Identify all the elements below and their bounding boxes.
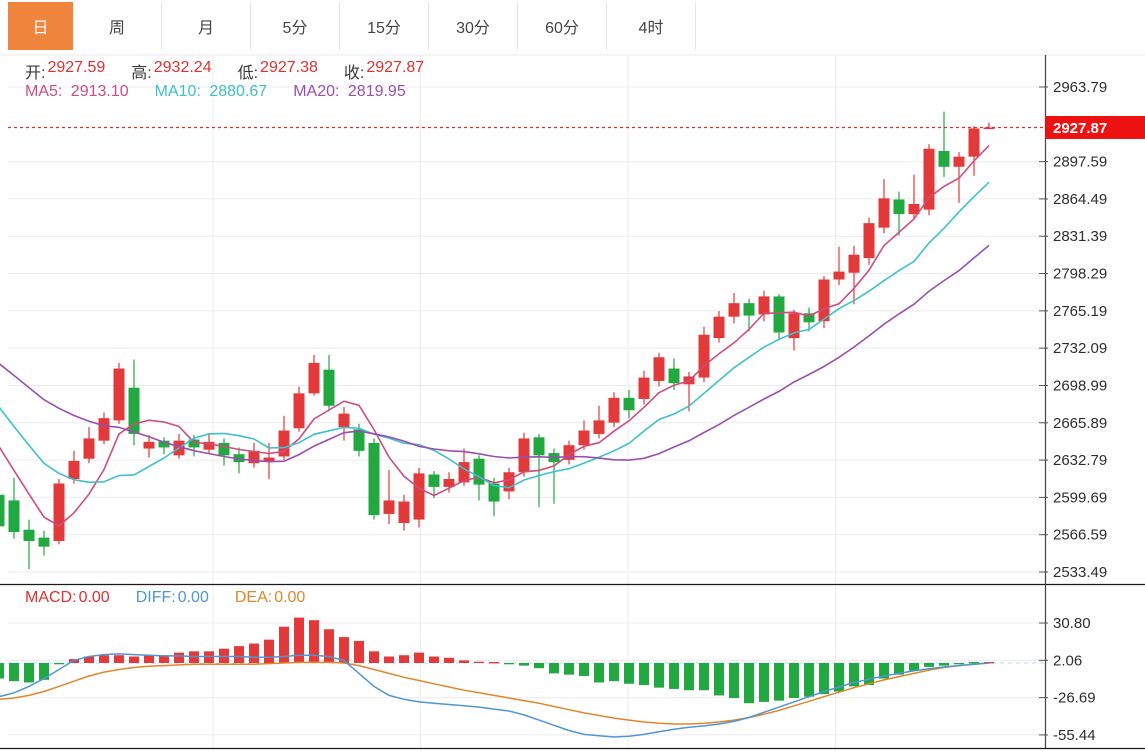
ma10-value: 2880.67 xyxy=(209,83,268,100)
low-readout: 低: 2927.38 xyxy=(238,59,318,83)
tab-15min[interactable]: 15分 xyxy=(340,2,429,50)
svg-text:2599.69: 2599.69 xyxy=(1053,489,1107,506)
close-value: 2927.87 xyxy=(366,59,425,76)
open-readout: 开: 2927.59 xyxy=(25,59,105,83)
ohlc-info-bar: 开: 2927.59 高: 2932.24 低: 2927.38 收: 2927… xyxy=(25,59,424,83)
macd-label: MACD: xyxy=(25,589,77,606)
tab-month[interactable]: 月 xyxy=(162,2,251,50)
high-value: 2932.24 xyxy=(153,59,212,76)
ma10-line xyxy=(0,181,990,489)
high-readout: 高: 2932.24 xyxy=(131,59,211,83)
interval-tabbar: 日 周 月 5分 15分 30分 60分 4时 xyxy=(8,2,696,50)
svg-text:2533.49: 2533.49 xyxy=(1053,564,1107,581)
ma5-value: 2913.10 xyxy=(70,83,129,100)
last-price-tag: 2927.87 xyxy=(8,115,1145,139)
svg-text:2963.79: 2963.79 xyxy=(1053,79,1107,96)
ma20-readout: MA20: 2819.95 xyxy=(293,83,406,101)
svg-text:2798.29: 2798.29 xyxy=(1053,266,1107,283)
svg-text:2665.89: 2665.89 xyxy=(1053,415,1107,432)
svg-text:2927.87: 2927.87 xyxy=(1053,120,1107,137)
tab-30min[interactable]: 30分 xyxy=(429,2,518,50)
tab-4hour[interactable]: 4时 xyxy=(607,2,696,50)
dea-value: 0.00 xyxy=(274,589,306,606)
close-label: 收: xyxy=(343,65,365,82)
tab-week[interactable]: 周 xyxy=(73,2,162,50)
svg-text:-26.69: -26.69 xyxy=(1053,690,1096,707)
ma5-line xyxy=(0,145,990,527)
ma5-label: MA5: xyxy=(25,83,63,100)
open-label: 开: xyxy=(25,65,46,82)
svg-text:2566.59: 2566.59 xyxy=(1053,527,1107,544)
macd-info-bar: MACD: 0.00 DIFF: 0.00 DEA: 0.00 xyxy=(25,589,305,607)
svg-text:30.80: 30.80 xyxy=(1053,615,1091,632)
svg-text:2632.79: 2632.79 xyxy=(1053,452,1107,469)
svg-text:2831.39: 2831.39 xyxy=(1053,228,1107,245)
high-label: 高: xyxy=(131,65,152,82)
candlestick-layer xyxy=(0,111,995,570)
low-label: 低: xyxy=(237,65,259,82)
open-value: 2927.59 xyxy=(47,59,106,76)
tab-60min[interactable]: 60分 xyxy=(518,2,607,50)
grid-layer: 2963.79 2897.59 2864.49 2831.39 2798.29 2765.… xyxy=(0,54,1145,750)
svg-text:2698.99: 2698.99 xyxy=(1053,377,1107,394)
ma20-line xyxy=(0,244,990,463)
diff-value: 0.00 xyxy=(177,589,209,606)
macd-layer xyxy=(0,617,1045,738)
ma5-readout: MA5: 2913.10 xyxy=(25,83,129,101)
ma10-label: MA10: xyxy=(154,83,201,100)
ma10-readout: MA10: 2880.67 xyxy=(155,83,268,101)
svg-text:-55.44: -55.44 xyxy=(1053,727,1096,744)
svg-text:2765.19: 2765.19 xyxy=(1053,303,1107,320)
ma-info-bar: MA5: 2913.10 MA10: 2880.67 MA20: 2819.95 xyxy=(25,83,406,101)
svg-text:2897.59: 2897.59 xyxy=(1053,154,1107,171)
svg-text:2.06: 2.06 xyxy=(1053,652,1082,669)
ma20-label: MA20: xyxy=(293,83,340,100)
svg-text:2732.09: 2732.09 xyxy=(1053,340,1107,357)
diff-readout: DIFF: 0.00 xyxy=(136,589,209,607)
macd-readout: MACD: 0.00 xyxy=(25,589,110,607)
tab-5min[interactable]: 5分 xyxy=(251,2,340,50)
dea-readout: DEA: 0.00 xyxy=(235,589,305,607)
ma20-value: 2819.95 xyxy=(347,83,406,100)
close-readout: 收: 2927.87 xyxy=(344,59,424,83)
low-value: 2927.38 xyxy=(260,59,318,76)
diff-label: DIFF: xyxy=(135,589,176,606)
tab-day[interactable]: 日 xyxy=(8,2,73,50)
macd-value: 0.00 xyxy=(78,589,110,606)
svg-text:2864.49: 2864.49 xyxy=(1053,191,1107,208)
dea-label: DEA: xyxy=(234,589,273,606)
